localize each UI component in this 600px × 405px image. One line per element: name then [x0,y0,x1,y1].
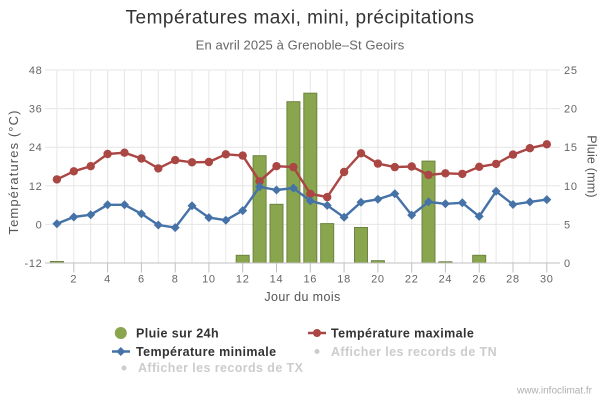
svg-text:5: 5 [564,219,571,231]
svg-text:-12: -12 [25,258,43,270]
svg-text:Températures maxi, mini, préci: Températures maxi, mini, précipitations [126,8,475,29]
svg-text:24: 24 [439,274,453,286]
svg-text:Pluie sur 24h: Pluie sur 24h [136,327,219,341]
svg-text:Température maximale: Température maximale [331,327,474,341]
svg-text:25: 25 [564,65,578,77]
svg-text:www.infoclimat.fr: www.infoclimat.fr [516,386,593,397]
svg-text:20: 20 [564,104,578,116]
svg-text:30: 30 [540,274,554,286]
svg-text:0: 0 [564,258,571,270]
svg-text:Températures (°C): Températures (°C) [6,109,21,234]
svg-text:16: 16 [303,274,317,286]
svg-text:8: 8 [172,274,179,286]
svg-text:28: 28 [506,274,520,286]
svg-text:0: 0 [36,219,43,231]
svg-text:26: 26 [472,274,486,286]
svg-text:Pluie (mm): Pluie (mm) [585,135,599,197]
svg-text:6: 6 [138,274,145,286]
svg-text:Température minimale: Température minimale [136,345,276,359]
svg-text:12: 12 [236,274,250,286]
svg-text:Afficher les records de TX: Afficher les records de TX [138,361,304,375]
svg-text:22: 22 [405,274,419,286]
svg-text:20: 20 [371,274,385,286]
svg-text:4: 4 [104,274,111,286]
svg-text:14: 14 [270,274,284,286]
svg-text:10: 10 [564,181,578,193]
svg-text:36: 36 [29,104,43,116]
svg-text:24: 24 [29,142,43,154]
svg-text:18: 18 [337,274,351,286]
svg-text:2: 2 [70,274,77,286]
svg-text:15: 15 [564,142,578,154]
svg-text:48: 48 [29,65,43,77]
svg-text:10: 10 [202,274,216,286]
svg-text:En avril 2025 à Grenoble–St Ge: En avril 2025 à Grenoble–St Geoirs [196,38,405,53]
svg-text:12: 12 [29,181,43,193]
svg-text:Afficher les records de TN: Afficher les records de TN [331,345,497,359]
svg-text:Jour du mois: Jour du mois [264,290,340,304]
